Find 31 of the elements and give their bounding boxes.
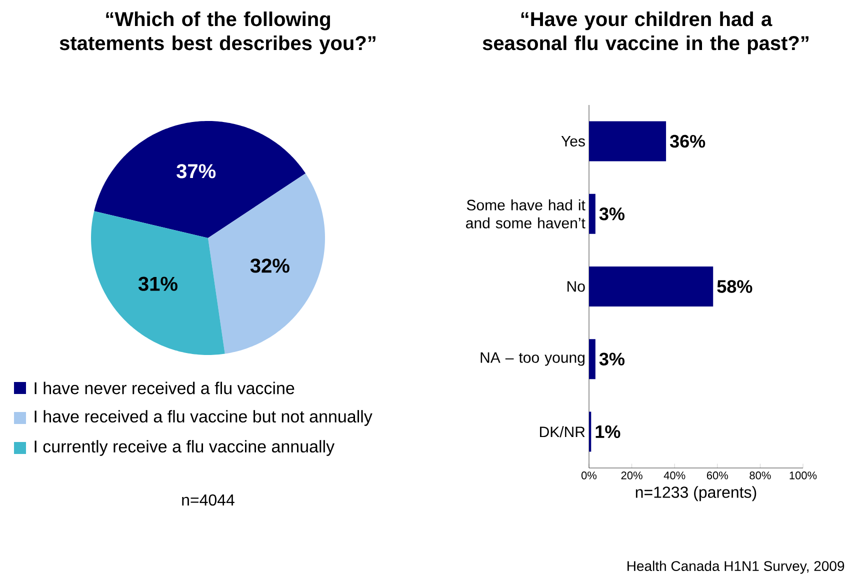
text: n=4044 bbox=[182, 494, 234, 506]
bar bbox=[589, 266, 714, 306]
bar bbox=[589, 194, 596, 234]
data-label: 1% bbox=[596, 425, 620, 438]
data-label: 3% bbox=[599, 208, 624, 220]
data-label: 58% bbox=[717, 280, 752, 293]
data-label: 36% bbox=[670, 134, 706, 148]
x-axis-title: n=1233 (parents) bbox=[636, 486, 756, 502]
y-tick-label: Yes bbox=[561, 136, 585, 147]
data-label: 31% bbox=[138, 276, 178, 291]
text: Health Canada H1N1 Survey, 2009 bbox=[628, 560, 844, 574]
chart-title: “Have your children had a seasonal flu vaccine in the past?” bbox=[482, 12, 808, 54]
legend-label: I currently receive a flu vaccine annually bbox=[34, 440, 335, 456]
data-label: 37% bbox=[176, 164, 216, 178]
y-tick-label: Some have had it and some haven’t bbox=[466, 199, 586, 228]
x-tick-label: 100% bbox=[790, 472, 817, 480]
x-tick-label: 20% bbox=[621, 472, 642, 480]
legend-label: I have received a flu vaccine but not annually bbox=[34, 410, 372, 426]
y-tick-label: DK/NR bbox=[540, 426, 585, 438]
legend-label: I have never received a flu vaccine bbox=[34, 382, 294, 394]
x-tick-label: 0% bbox=[581, 472, 597, 480]
y-tick-label: NA – too young bbox=[480, 352, 584, 366]
data-label: 32% bbox=[250, 258, 290, 273]
chart-title: “Which of the following statements best describes you?” bbox=[60, 12, 376, 54]
y-tick-label: No bbox=[568, 281, 585, 292]
data-label: 3% bbox=[599, 352, 624, 366]
bar bbox=[589, 339, 596, 380]
x-tick-label: 60% bbox=[706, 472, 728, 480]
x-tick-label: 40% bbox=[664, 472, 686, 480]
bar bbox=[589, 121, 666, 162]
x-tick-label: 80% bbox=[750, 472, 771, 480]
